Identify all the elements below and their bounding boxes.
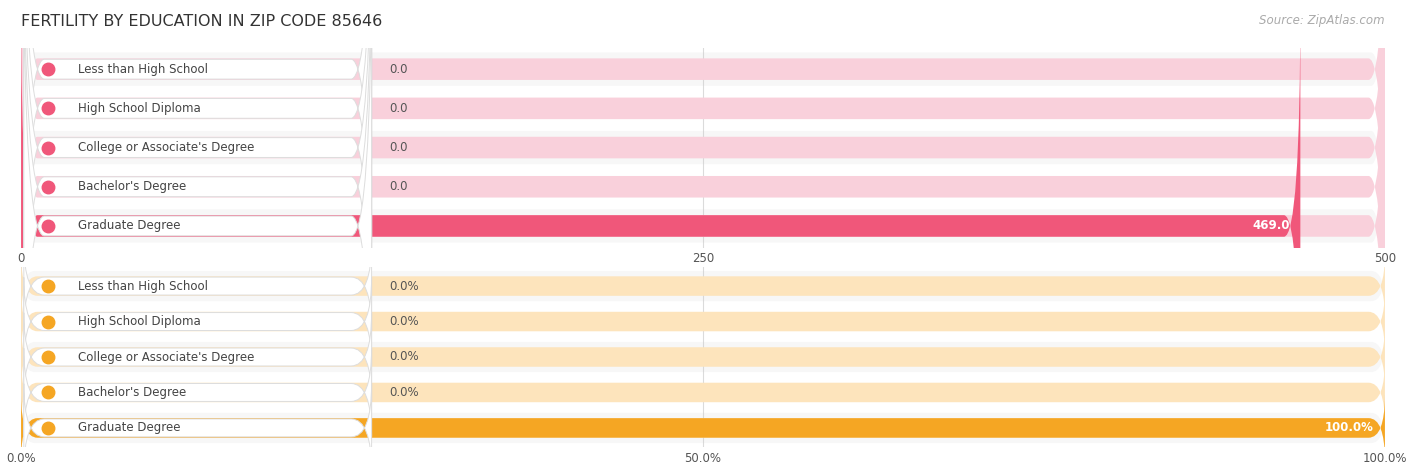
Text: 0.0%: 0.0%	[389, 350, 419, 364]
FancyBboxPatch shape	[21, 372, 1385, 413]
Text: Bachelor's Degree: Bachelor's Degree	[79, 386, 187, 399]
FancyBboxPatch shape	[21, 0, 1385, 248]
Text: 0.0%: 0.0%	[389, 386, 419, 399]
Text: 0.0: 0.0	[389, 102, 408, 115]
FancyBboxPatch shape	[24, 0, 371, 353]
Text: Graduate Degree: Graduate Degree	[79, 219, 181, 232]
FancyBboxPatch shape	[24, 348, 371, 436]
FancyBboxPatch shape	[24, 384, 371, 472]
FancyBboxPatch shape	[24, 0, 371, 471]
Text: FERTILITY BY EDUCATION IN ZIP CODE 85646: FERTILITY BY EDUCATION IN ZIP CODE 85646	[21, 14, 382, 30]
FancyBboxPatch shape	[21, 395, 1385, 461]
Text: 0.0: 0.0	[389, 141, 408, 154]
FancyBboxPatch shape	[21, 1, 1385, 450]
FancyBboxPatch shape	[21, 266, 1385, 307]
Text: Less than High School: Less than High School	[79, 63, 208, 76]
Text: 100.0%: 100.0%	[1324, 421, 1374, 435]
FancyBboxPatch shape	[21, 0, 1385, 288]
FancyBboxPatch shape	[24, 313, 371, 401]
Text: College or Associate's Degree: College or Associate's Degree	[79, 350, 254, 364]
FancyBboxPatch shape	[21, 0, 1385, 333]
FancyBboxPatch shape	[21, 0, 1385, 294]
FancyBboxPatch shape	[24, 0, 371, 432]
FancyBboxPatch shape	[21, 407, 1385, 448]
Text: 469.0: 469.0	[1251, 219, 1289, 232]
FancyBboxPatch shape	[21, 301, 1385, 342]
FancyBboxPatch shape	[21, 0, 1385, 372]
Text: Graduate Degree: Graduate Degree	[79, 421, 181, 435]
Text: High School Diploma: High School Diploma	[79, 102, 201, 115]
FancyBboxPatch shape	[24, 278, 371, 366]
Text: 0.0: 0.0	[389, 180, 408, 193]
FancyBboxPatch shape	[21, 8, 1385, 366]
FancyBboxPatch shape	[21, 0, 1385, 327]
FancyBboxPatch shape	[24, 0, 371, 392]
Text: College or Associate's Degree: College or Associate's Degree	[79, 141, 254, 154]
Text: Source: ZipAtlas.com: Source: ZipAtlas.com	[1260, 14, 1385, 27]
FancyBboxPatch shape	[21, 324, 1385, 390]
FancyBboxPatch shape	[21, 0, 1385, 411]
FancyBboxPatch shape	[21, 360, 1385, 425]
FancyBboxPatch shape	[21, 47, 1385, 405]
FancyBboxPatch shape	[21, 1, 1301, 450]
Text: 0.0: 0.0	[389, 63, 408, 76]
FancyBboxPatch shape	[21, 337, 1385, 377]
Text: Less than High School: Less than High School	[79, 279, 208, 293]
Text: High School Diploma: High School Diploma	[79, 315, 201, 328]
Text: Bachelor's Degree: Bachelor's Degree	[79, 180, 187, 193]
FancyBboxPatch shape	[24, 242, 371, 330]
Text: 0.0%: 0.0%	[389, 279, 419, 293]
Text: 0.0%: 0.0%	[389, 315, 419, 328]
FancyBboxPatch shape	[24, 0, 371, 476]
FancyBboxPatch shape	[21, 395, 1385, 461]
FancyBboxPatch shape	[21, 253, 1385, 319]
FancyBboxPatch shape	[21, 289, 1385, 354]
